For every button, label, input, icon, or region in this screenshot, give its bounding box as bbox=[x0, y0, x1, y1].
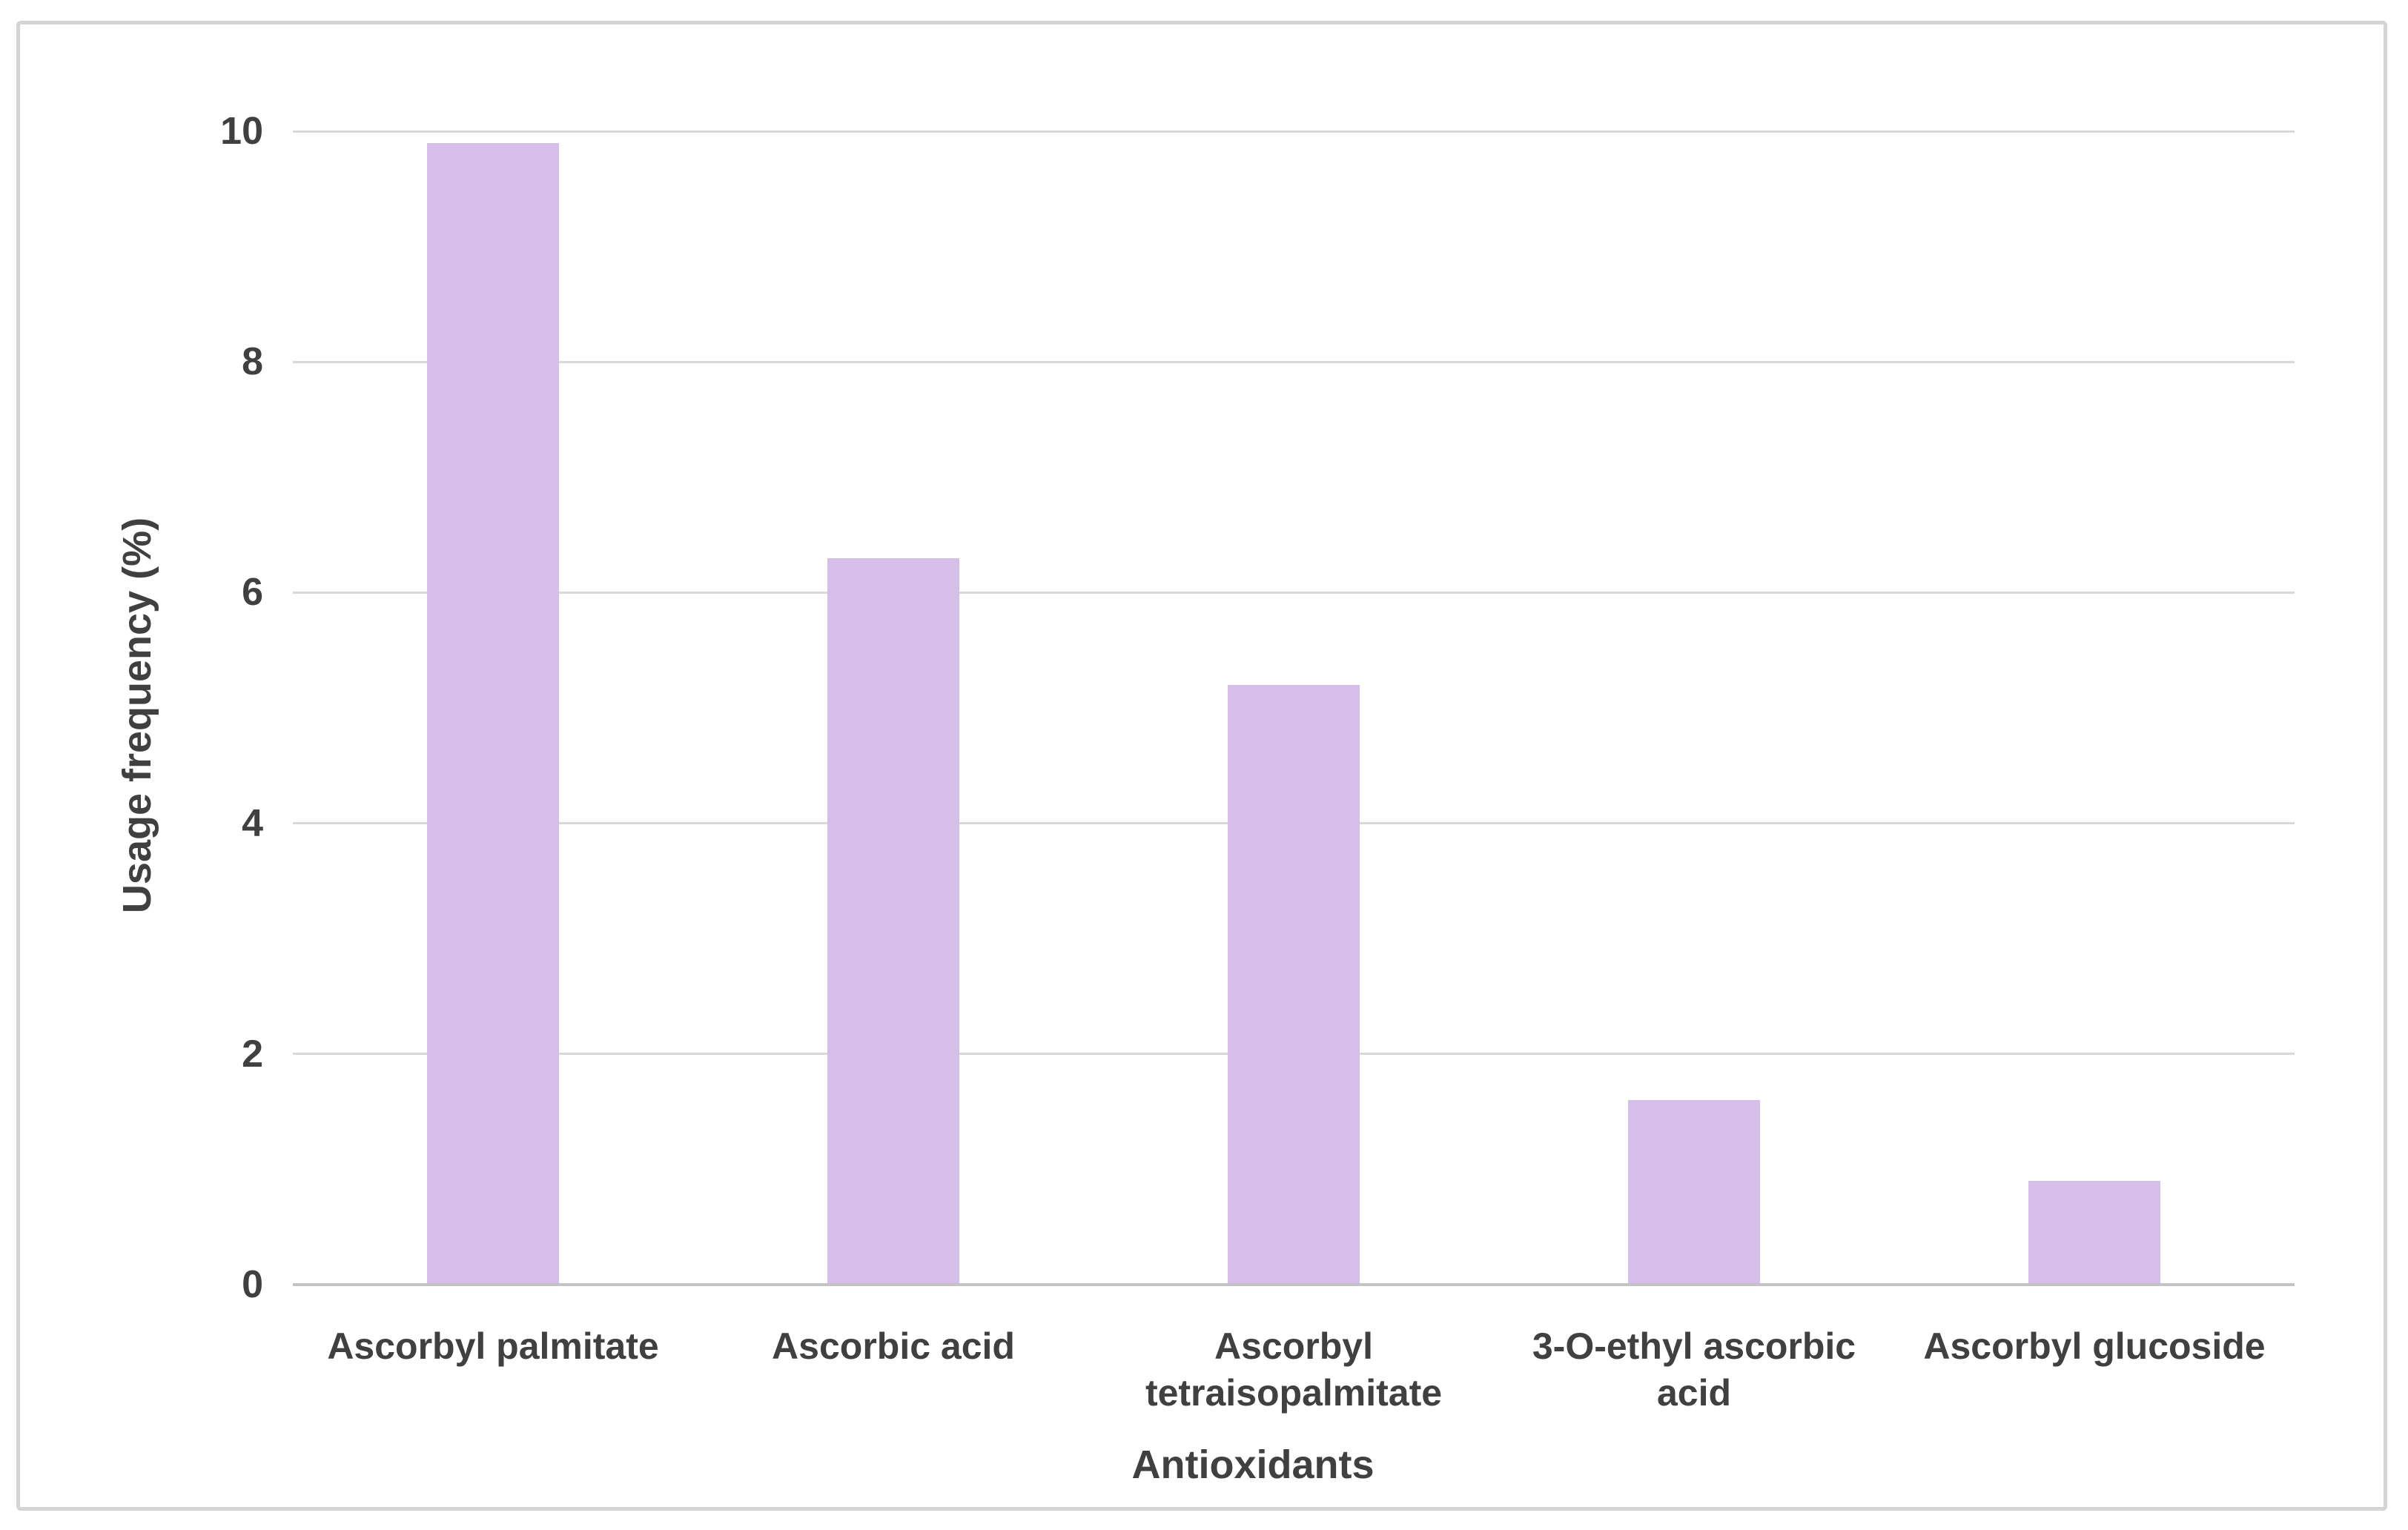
bar-ascorbyl-tetraisopalmitate bbox=[1228, 684, 1360, 1285]
bar-3-o-ethyl-ascorbic-acid bbox=[1628, 1100, 1760, 1285]
x-tick-label-ascorbyl-glucoside: Ascorbyl glucoside bbox=[1923, 1325, 2266, 1367]
x-tick-label-3-o-ethyl-ascorbic-acid: 3-O-ethyl ascorbic acid bbox=[1532, 1325, 1856, 1414]
chart-border bbox=[16, 21, 2387, 1511]
bar-column-ascorbyl-glucoside bbox=[1894, 131, 2295, 1285]
x-tick-column-ascorbyl-palmitate: Ascorbyl palmitate bbox=[293, 1323, 693, 1416]
bar-column-ascorbic-acid bbox=[693, 131, 1094, 1285]
bar-column-ascorbyl-tetraisopalmitate bbox=[1094, 131, 1494, 1285]
y-tick-label-0: 0 bbox=[242, 1263, 263, 1306]
y-axis-tick-labels: 0 2 4 6 8 10 bbox=[74, 110, 263, 1306]
gridline-y-8 bbox=[293, 360, 2295, 363]
x-tick-label-ascorbyl-tetraisopalmitate: Ascorbyl tetraisopalmitate bbox=[1145, 1325, 1443, 1414]
bar-column-3-o-ethyl-ascorbic-acid bbox=[1494, 131, 1894, 1285]
bar-column-ascorbyl-palmitate bbox=[293, 131, 693, 1285]
x-axis-title: Antioxidants bbox=[1131, 1443, 1375, 1487]
gridline-y-10 bbox=[293, 130, 2295, 133]
y-tick-label-4: 4 bbox=[242, 801, 263, 845]
bar-ascorbyl-glucoside bbox=[2028, 1180, 2160, 1285]
gridline-y-6 bbox=[293, 591, 2295, 594]
y-tick-label-8: 8 bbox=[242, 340, 263, 384]
x-axis-line bbox=[293, 1283, 2295, 1286]
bar-ascorbic-acid bbox=[827, 557, 959, 1285]
x-tick-column-ascorbic-acid: Ascorbic acid bbox=[693, 1323, 1094, 1416]
plot-area bbox=[293, 130, 2295, 1286]
x-axis-tick-labels: Ascorbyl palmitate Ascorbic acid Ascorbyl … bbox=[293, 1323, 2295, 1416]
y-tick-label-2: 2 bbox=[242, 1032, 263, 1076]
x-tick-column-3-o-ethyl-ascorbic-acid: 3-O-ethyl ascorbic acid bbox=[1494, 1323, 1894, 1416]
x-tick-label-ascorbic-acid: Ascorbic acid bbox=[772, 1325, 1015, 1367]
x-tick-label-ascorbyl-palmitate: Ascorbyl palmitate bbox=[327, 1325, 659, 1367]
x-tick-column-ascorbyl-glucoside: Ascorbyl glucoside bbox=[1894, 1323, 2295, 1416]
y-tick-label-6: 6 bbox=[242, 571, 263, 615]
x-tick-column-ascorbyl-tetraisopalmitate: Ascorbyl tetraisopalmitate bbox=[1094, 1323, 1494, 1416]
bar-ascorbyl-palmitate bbox=[427, 142, 559, 1285]
y-tick-label-10: 10 bbox=[220, 110, 263, 153]
bar-series bbox=[293, 131, 2295, 1285]
